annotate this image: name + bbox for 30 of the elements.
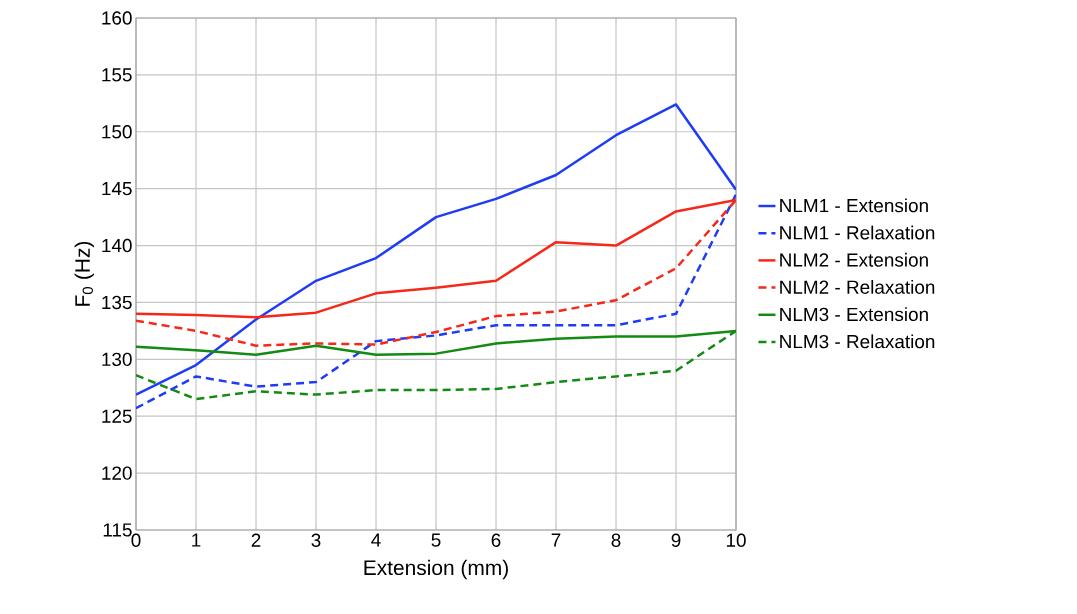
legend-label: NLM2 - Extension	[780, 252, 928, 267]
y-tick-label: 135	[102, 295, 132, 310]
x-tick-label: 5	[431, 533, 441, 547]
y-tick-label: 150	[102, 125, 132, 139]
x-tick-label: 6	[491, 533, 501, 547]
x-axis-title: Extension (mm)	[364, 559, 508, 580]
legend-label: NLM2 - Relaxation	[780, 279, 935, 294]
y-tick-label: 140	[102, 238, 132, 253]
x-tick-label: 8	[611, 533, 621, 547]
y-tick-label: 160	[102, 11, 132, 25]
y-tick-label: 120	[102, 466, 132, 480]
x-tick-label: 1	[192, 533, 201, 547]
y-tick-label: 125	[102, 409, 132, 423]
x-tick-label: 4	[371, 533, 381, 547]
legend-label: NLM1 - Relaxation	[780, 225, 935, 240]
x-tick-label: 0	[131, 533, 141, 547]
y-tick-label: 145	[102, 182, 132, 196]
y-axis-title: F$_{0}$ (Hz)	[74, 241, 95, 306]
legend-label: NLM3 - Relaxation	[780, 334, 935, 349]
legend-label: NLM3 - Extension	[780, 307, 928, 322]
x-tick-label: 7	[551, 533, 561, 547]
x-tick-label: 2	[251, 533, 261, 547]
line-series	[136, 103, 737, 396]
legend-label: NLM1 - Extension	[780, 198, 928, 213]
x-tick-label: 9	[671, 533, 681, 547]
y-tick-label: 130	[102, 352, 132, 367]
y-tick-label: 115	[103, 523, 132, 537]
x-tick-label: 3	[311, 533, 321, 547]
x-tick-label: 10	[726, 533, 746, 547]
y-tick-label: 155	[102, 68, 132, 82]
